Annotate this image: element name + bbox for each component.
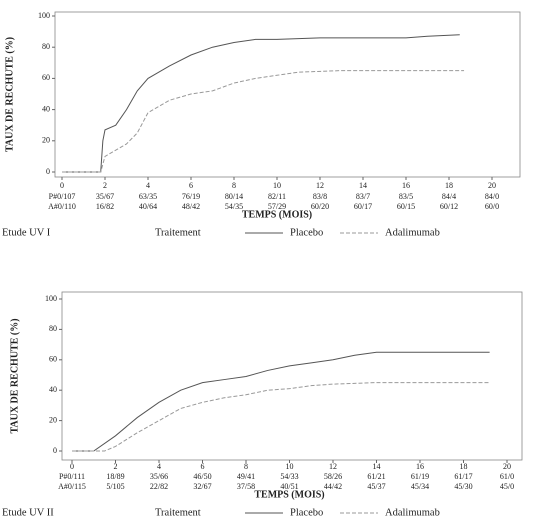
x-tick-label: 8: [232, 181, 236, 190]
at-risk-label: 83/7: [356, 192, 370, 201]
x-tick-label: 12: [329, 462, 337, 471]
at-risk-label: 63/35: [139, 192, 157, 201]
at-risk-label: 58/26: [324, 472, 342, 481]
series-line: [62, 34, 460, 173]
at-risk-label: 45/34: [411, 482, 429, 491]
y-tick-label: 20: [42, 136, 50, 145]
at-risk-label: P#0/107: [49, 192, 76, 201]
x-tick-label: 16: [416, 462, 424, 471]
at-risk-label: 83/8: [313, 192, 327, 201]
x-tick-label: 18: [445, 181, 453, 190]
x-tick-label: 0: [60, 181, 64, 190]
plot-frame: [61, 291, 523, 461]
at-risk-label: 60/15: [397, 202, 415, 211]
at-risk-label: 45/0: [500, 482, 514, 491]
at-risk-label: 60/0: [485, 202, 499, 211]
x-tick-label: 2: [103, 181, 107, 190]
y-axis-label: TAUX DE RECHUTE (%): [4, 37, 15, 152]
x-tick-label: 14: [373, 462, 381, 471]
x-tick-label: 8: [244, 462, 248, 471]
legend-title: Traitement: [155, 227, 201, 238]
at-risk-label: 82/11: [268, 192, 286, 201]
y-axis-label: TAUX DE RECHUTE (%): [9, 318, 20, 433]
series-line: [72, 351, 490, 452]
at-risk-label: 35/66: [150, 472, 168, 481]
at-risk-label: 60/20: [311, 202, 329, 211]
x-tick-label: 4: [146, 181, 150, 190]
legend-label: Adalimumab: [385, 227, 440, 238]
x-tick-label: 10: [286, 462, 294, 471]
y-tick-label: 40: [42, 104, 50, 113]
at-risk-label: 49/41: [237, 472, 255, 481]
study-label: Etude UV II: [2, 507, 54, 518]
at-risk-label: 54/33: [280, 472, 298, 481]
at-risk-label: 61/19: [411, 472, 429, 481]
at-risk-label: 48/42: [182, 202, 200, 211]
at-risk-label: P#0/111: [59, 472, 85, 481]
x-tick-label: 2: [114, 462, 118, 471]
at-risk-label: 45/30: [454, 482, 472, 491]
y-tick-label: 0: [46, 167, 50, 176]
legend-label: Placebo: [290, 507, 323, 518]
study-label: Etude UV I: [2, 227, 51, 238]
y-tick-label: 80: [49, 324, 57, 333]
at-risk-label: 46/50: [193, 472, 211, 481]
legend-title: Traitement: [155, 507, 201, 518]
y-tick-label: 80: [42, 42, 50, 51]
at-risk-label: 40/64: [139, 202, 157, 211]
at-risk-label: 40/51: [280, 482, 298, 491]
legend-label: Placebo: [290, 227, 323, 238]
series-line: [62, 70, 465, 173]
at-risk-label: A#0/115: [58, 482, 86, 491]
at-risk-label: 76/19: [182, 192, 200, 201]
at-risk-label: 84/4: [442, 192, 456, 201]
at-risk-label: 61/21: [367, 472, 385, 481]
at-risk-label: 32/67: [193, 482, 211, 491]
at-risk-label: 22/82: [150, 482, 168, 491]
y-tick-label: 0: [53, 446, 57, 455]
at-risk-label: 60/17: [354, 202, 372, 211]
x-tick-label: 20: [488, 181, 496, 190]
at-risk-label: 16/82: [96, 202, 114, 211]
x-tick-label: 10: [273, 181, 281, 190]
at-risk-label: 84/0: [485, 192, 499, 201]
at-risk-label: 44/42: [324, 482, 342, 491]
at-risk-label: 61/17: [454, 472, 472, 481]
at-risk-label: 61/0: [500, 472, 514, 481]
at-risk-label: 57/29: [268, 202, 286, 211]
legend-label: Adalimumab: [385, 507, 440, 518]
at-risk-label: A#0/110: [48, 202, 76, 211]
x-axis-label: TEMPS (MOIS): [254, 489, 324, 500]
at-risk-label: 37/58: [237, 482, 255, 491]
x-tick-label: 14: [359, 181, 367, 190]
x-tick-label: 4: [157, 462, 161, 471]
x-tick-label: 6: [201, 462, 205, 471]
series-line: [72, 382, 490, 452]
at-risk-label: 83/5: [399, 192, 413, 201]
plot-frame: [54, 11, 521, 178]
x-tick-label: 6: [189, 181, 193, 190]
at-risk-label: 54/35: [225, 202, 243, 211]
x-tick-label: 0: [70, 462, 74, 471]
y-tick-label: 100: [45, 294, 57, 303]
x-tick-label: 16: [402, 181, 410, 190]
at-risk-label: 45/37: [367, 482, 385, 491]
y-tick-label: 20: [49, 415, 57, 424]
at-risk-label: 80/14: [225, 192, 243, 201]
x-axis-label: TEMPS (MOIS): [242, 209, 312, 220]
y-tick-label: 60: [42, 73, 50, 82]
x-tick-label: 18: [460, 462, 468, 471]
y-tick-label: 60: [49, 355, 57, 364]
y-tick-label: 40: [49, 385, 57, 394]
at-risk-label: 18/89: [106, 472, 124, 481]
y-tick-label: 100: [38, 11, 50, 20]
x-tick-label: 20: [503, 462, 511, 471]
at-risk-label: 60/12: [440, 202, 458, 211]
at-risk-label: 35/67: [96, 192, 114, 201]
at-risk-label: 5/105: [106, 482, 124, 491]
x-tick-label: 12: [316, 181, 324, 190]
